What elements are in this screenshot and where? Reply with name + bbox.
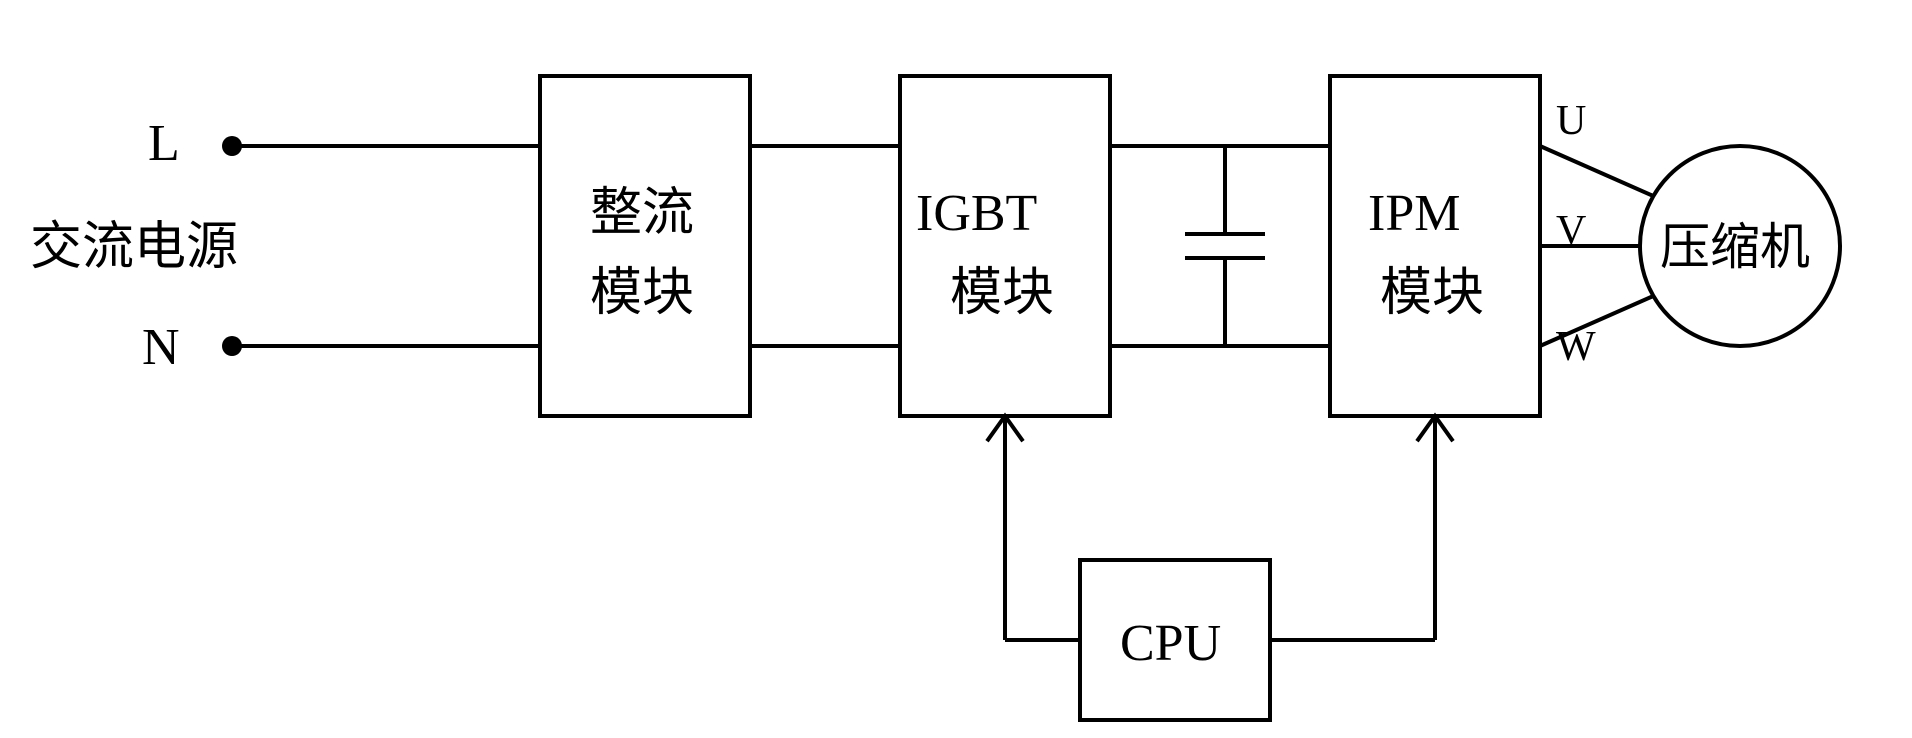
label-source: 交流电源 xyxy=(30,219,238,276)
ipm-label-2: 模块 xyxy=(1380,265,1484,322)
phase-W-label: W xyxy=(1556,324,1596,370)
igbt-label-1: IGBT xyxy=(916,185,1037,242)
cpu-label: CPU xyxy=(1120,615,1221,672)
wire-phase-U xyxy=(1540,146,1653,196)
node-L xyxy=(222,136,242,156)
label-N: N xyxy=(142,319,180,376)
compressor-label: 压缩机 xyxy=(1660,219,1810,275)
rectifier-block xyxy=(540,76,750,416)
ipm-block xyxy=(1330,76,1540,416)
rectifier-label-2: 模块 xyxy=(590,265,694,322)
phase-V-label: V xyxy=(1556,208,1586,254)
ipm-label-1: IPM xyxy=(1368,185,1460,242)
igbt-block xyxy=(900,76,1110,416)
label-L: L xyxy=(148,115,180,172)
block-diagram: L N 交流电源 整流模块 IGBT 模块 IPM 模块 CPU 压缩机 U V W xyxy=(0,0,1912,738)
node-N xyxy=(222,336,242,356)
phase-U-label: U xyxy=(1556,98,1586,144)
rectifier-label-1: 整流 xyxy=(590,185,694,242)
igbt-label-2: 模块 xyxy=(950,265,1054,322)
